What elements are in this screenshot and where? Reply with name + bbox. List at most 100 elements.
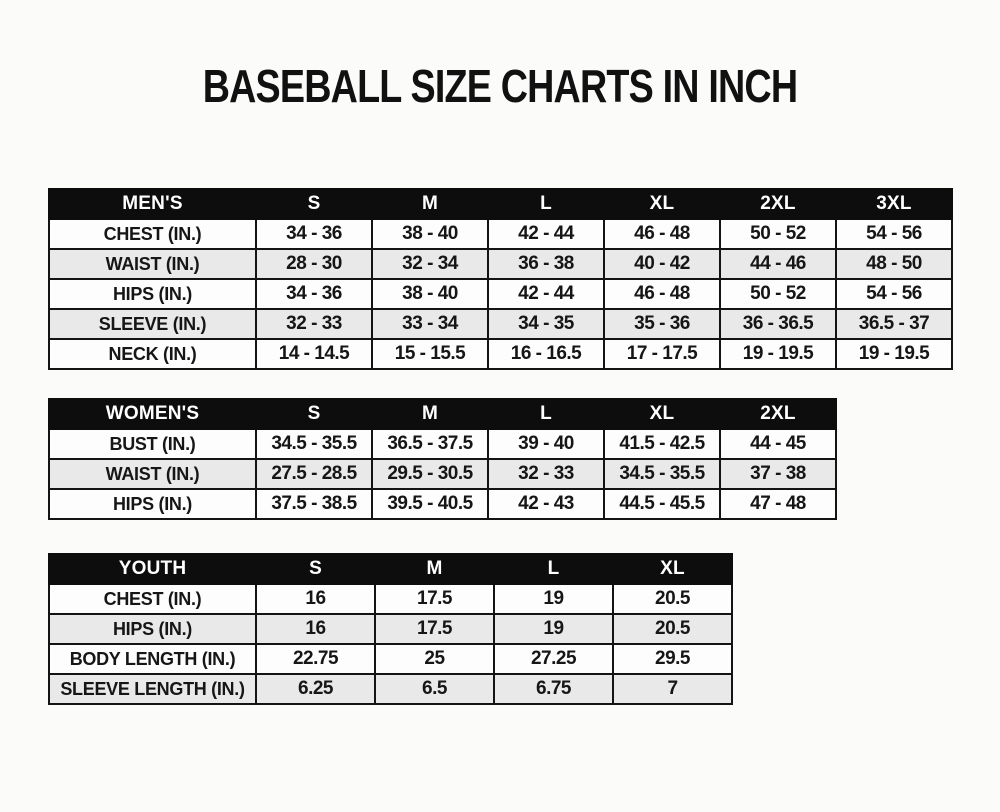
size-column-header: XL xyxy=(603,398,721,430)
size-value-cell: 34 - 36 xyxy=(255,218,373,250)
size-value-cell: 32 - 33 xyxy=(487,458,605,490)
size-value-cell: 54 - 56 xyxy=(835,278,953,310)
row-label: HIPS (IN.) xyxy=(48,278,257,310)
size-column-header: 2XL xyxy=(719,398,837,430)
size-value-cell: 44 - 46 xyxy=(719,248,837,280)
size-value-cell: 42 - 44 xyxy=(487,218,605,250)
table-row: HIPS (IN.) 37.5 - 38.5 39.5 - 40.5 42 - 43 4… xyxy=(48,488,837,520)
row-label: NECK (IN.) xyxy=(48,338,257,370)
size-value-cell: 41.5 - 42.5 xyxy=(603,428,721,460)
row-label: CHEST (IN.) xyxy=(48,218,257,250)
size-tables-container: MEN'S S M L XL 2XL 3XL CHEST (IN.) 34 - 36 38 - 4… xyxy=(48,188,1000,705)
size-value-cell: 20.5 xyxy=(612,583,733,615)
size-column-header: S xyxy=(255,188,373,220)
size-value-cell: 15 - 15.5 xyxy=(371,338,489,370)
size-value-cell: 17 - 17.5 xyxy=(603,338,721,370)
size-value-cell: 46 - 48 xyxy=(603,278,721,310)
size-value-cell: 16 - 16.5 xyxy=(487,338,605,370)
size-column-header: 2XL xyxy=(719,188,837,220)
size-value-cell: 16 xyxy=(255,613,376,645)
size-column-header: XL xyxy=(603,188,721,220)
size-column-header: L xyxy=(487,188,605,220)
table-row: CHEST (IN.) 16 17.5 19 20.5 xyxy=(48,583,733,615)
size-value-cell: 39 - 40 xyxy=(487,428,605,460)
size-value-cell: 50 - 52 xyxy=(719,218,837,250)
size-value-cell: 38 - 40 xyxy=(371,218,489,250)
row-label: CHEST (IN.) xyxy=(48,583,257,615)
size-value-cell: 32 - 34 xyxy=(371,248,489,280)
table-row: NECK (IN.) 14 - 14.5 15 - 15.5 16 - 16.5 17 … xyxy=(48,338,953,370)
size-value-cell: 44.5 - 45.5 xyxy=(603,488,721,520)
size-value-cell: 29.5 xyxy=(612,643,733,675)
size-value-cell: 34 - 36 xyxy=(255,278,373,310)
size-value-cell: 36 - 36.5 xyxy=(719,308,837,340)
size-value-cell: 36 - 38 xyxy=(487,248,605,280)
size-column-header: L xyxy=(487,398,605,430)
size-value-cell: 32 - 33 xyxy=(255,308,373,340)
row-label: SLEEVE (IN.) xyxy=(48,308,257,340)
group-header-youth: YOUTH xyxy=(48,553,257,585)
row-label: HIPS (IN.) xyxy=(48,488,257,520)
size-column-header: M xyxy=(374,553,495,585)
size-column-header: S xyxy=(255,553,376,585)
size-chart-page: BASEBALL SIZE CHARTS IN INCH MEN'S S M L XL 2… xyxy=(0,60,1000,705)
size-value-cell: 17.5 xyxy=(374,613,495,645)
size-value-cell: 37 - 38 xyxy=(719,458,837,490)
table-row: SLEEVE LENGTH (IN.) 6.25 6.5 6.75 7 xyxy=(48,673,733,705)
size-column-header: XL xyxy=(612,553,733,585)
size-value-cell: 46 - 48 xyxy=(603,218,721,250)
size-value-cell: 37.5 - 38.5 xyxy=(255,488,373,520)
size-value-cell: 6.5 xyxy=(374,673,495,705)
size-value-cell: 6.75 xyxy=(493,673,614,705)
size-value-cell: 34 - 35 xyxy=(487,308,605,340)
size-value-cell: 39.5 - 40.5 xyxy=(371,488,489,520)
size-value-cell: 47 - 48 xyxy=(719,488,837,520)
size-value-cell: 19 - 19.5 xyxy=(835,338,953,370)
header-row-youth: YOUTH S M L XL xyxy=(48,553,733,585)
size-value-cell: 34.5 - 35.5 xyxy=(603,458,721,490)
size-value-cell: 6.25 xyxy=(255,673,376,705)
table-row: HIPS (IN.) 34 - 36 38 - 40 42 - 44 46 - 48 50… xyxy=(48,278,953,310)
size-value-cell: 36.5 - 37.5 xyxy=(371,428,489,460)
size-value-cell: 14 - 14.5 xyxy=(255,338,373,370)
group-header-mens: MEN'S xyxy=(48,188,257,220)
size-column-header: S xyxy=(255,398,373,430)
size-value-cell: 50 - 52 xyxy=(719,278,837,310)
size-value-cell: 42 - 43 xyxy=(487,488,605,520)
row-label: HIPS (IN.) xyxy=(48,613,257,645)
size-value-cell: 25 xyxy=(374,643,495,675)
size-value-cell: 28 - 30 xyxy=(255,248,373,280)
size-table-womens: WOMEN'S S M L XL 2XL BUST (IN.) 34.5 - 35.5 36.5… xyxy=(48,398,837,520)
row-label: BODY LENGTH (IN.) xyxy=(48,643,257,675)
table-row: WAIST (IN.) 28 - 30 32 - 34 36 - 38 40 - 42 4… xyxy=(48,248,953,280)
size-value-cell: 19 - 19.5 xyxy=(719,338,837,370)
size-value-cell: 19 xyxy=(493,583,614,615)
size-value-cell: 29.5 - 30.5 xyxy=(371,458,489,490)
header-row-mens: MEN'S S M L XL 2XL 3XL xyxy=(48,188,953,220)
table-row: SLEEVE (IN.) 32 - 33 33 - 34 34 - 35 35 - 36… xyxy=(48,308,953,340)
size-table-mens: MEN'S S M L XL 2XL 3XL CHEST (IN.) 34 - 36 38 - 4… xyxy=(48,188,953,370)
page-title: BASEBALL SIZE CHARTS IN INCH xyxy=(202,60,798,112)
group-header-womens: WOMEN'S xyxy=(48,398,257,430)
row-label: BUST (IN.) xyxy=(48,428,257,460)
size-value-cell: 35 - 36 xyxy=(603,308,721,340)
table-row: WAIST (IN.) 27.5 - 28.5 29.5 - 30.5 32 - 33… xyxy=(48,458,837,490)
size-column-header: M xyxy=(371,398,489,430)
size-column-header: 3XL xyxy=(835,188,953,220)
row-label: WAIST (IN.) xyxy=(48,248,257,280)
size-value-cell: 42 - 44 xyxy=(487,278,605,310)
row-label: SLEEVE LENGTH (IN.) xyxy=(48,673,257,705)
size-value-cell: 38 - 40 xyxy=(371,278,489,310)
table-row: HIPS (IN.) 16 17.5 19 20.5 xyxy=(48,613,733,645)
table-row: CHEST (IN.) 34 - 36 38 - 40 42 - 44 46 - 48 5… xyxy=(48,218,953,250)
size-table-youth: YOUTH S M L XL CHEST (IN.) 16 17.5 19 20.5 HIPS (I… xyxy=(48,553,733,705)
size-value-cell: 22.75 xyxy=(255,643,376,675)
size-value-cell: 34.5 - 35.5 xyxy=(255,428,373,460)
size-value-cell: 36.5 - 37 xyxy=(835,308,953,340)
header-row-womens: WOMEN'S S M L XL 2XL xyxy=(48,398,837,430)
size-value-cell: 33 - 34 xyxy=(371,308,489,340)
size-value-cell: 20.5 xyxy=(612,613,733,645)
table-row: BUST (IN.) 34.5 - 35.5 36.5 - 37.5 39 - 40 4… xyxy=(48,428,837,460)
size-value-cell: 44 - 45 xyxy=(719,428,837,460)
size-value-cell: 16 xyxy=(255,583,376,615)
